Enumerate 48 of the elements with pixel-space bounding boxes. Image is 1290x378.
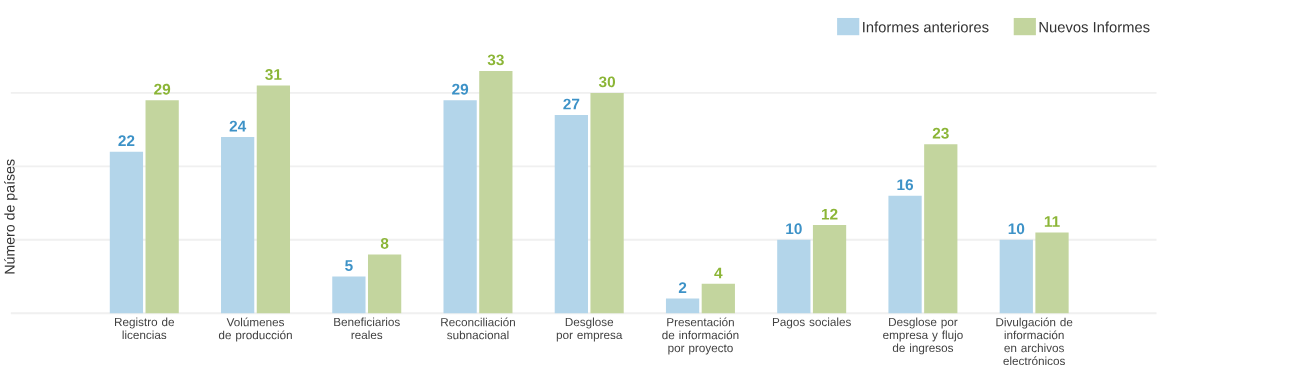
- data-label: 27: [563, 98, 580, 110]
- bar: [109, 151, 144, 314]
- bar: [777, 239, 811, 314]
- data-label: 33: [487, 54, 504, 66]
- data-label: 10: [786, 223, 802, 235]
- bar: [701, 283, 735, 314]
- x-tick-label: Volúmenes de producción: [218, 317, 292, 342]
- data-label: 12: [821, 208, 838, 220]
- x-tick-label: Beneficiarios reales: [334, 317, 400, 340]
- x-tick-label: Pagos sociales: [772, 317, 851, 329]
- x-tick-label: Desglose por empresa: [556, 317, 623, 342]
- bar: [812, 225, 847, 314]
- data-label: 10: [1008, 223, 1025, 235]
- legend-label: Informes anteriores: [863, 21, 989, 33]
- x-tick-label: Registro de licencias: [115, 317, 174, 340]
- bar: [924, 144, 958, 314]
- bar: [256, 85, 291, 314]
- bar: [145, 100, 179, 314]
- data-label: 31: [265, 69, 282, 81]
- data-label: 4: [714, 267, 723, 279]
- x-tick-label: Reconciliación subnacional: [441, 317, 515, 340]
- bar: [999, 239, 1033, 314]
- data-label: 29: [154, 83, 171, 95]
- bar: [443, 100, 477, 314]
- y-axis-title: Número de países: [4, 159, 18, 274]
- bar: [888, 195, 922, 314]
- data-label: 8: [380, 238, 389, 249]
- bar: [479, 70, 513, 314]
- bar: [221, 137, 255, 314]
- data-label: 16: [897, 179, 914, 191]
- bar: [332, 276, 366, 314]
- bar: [367, 254, 402, 314]
- legend-label: Nuevos Informes: [1039, 21, 1150, 33]
- data-label: 5: [345, 260, 353, 271]
- bar: [665, 298, 700, 314]
- x-tick-label: Presentación de información por proyecto: [662, 317, 739, 355]
- data-label: 30: [598, 76, 616, 88]
- bar: [1035, 232, 1069, 314]
- data-label: 29: [452, 83, 469, 95]
- data-label: 11: [1044, 216, 1060, 227]
- bar: [554, 115, 588, 314]
- data-label: 24: [229, 120, 247, 132]
- data-label: 2: [678, 282, 687, 293]
- data-label: 23: [932, 127, 949, 139]
- x-tick-label: Divulgación de información en archivos electrónicos: [996, 317, 1073, 366]
- x-tick-label: Desglose por empresa y flujo de ingresos: [883, 317, 963, 355]
- bar: [590, 92, 624, 314]
- data-label: 22: [118, 135, 135, 147]
